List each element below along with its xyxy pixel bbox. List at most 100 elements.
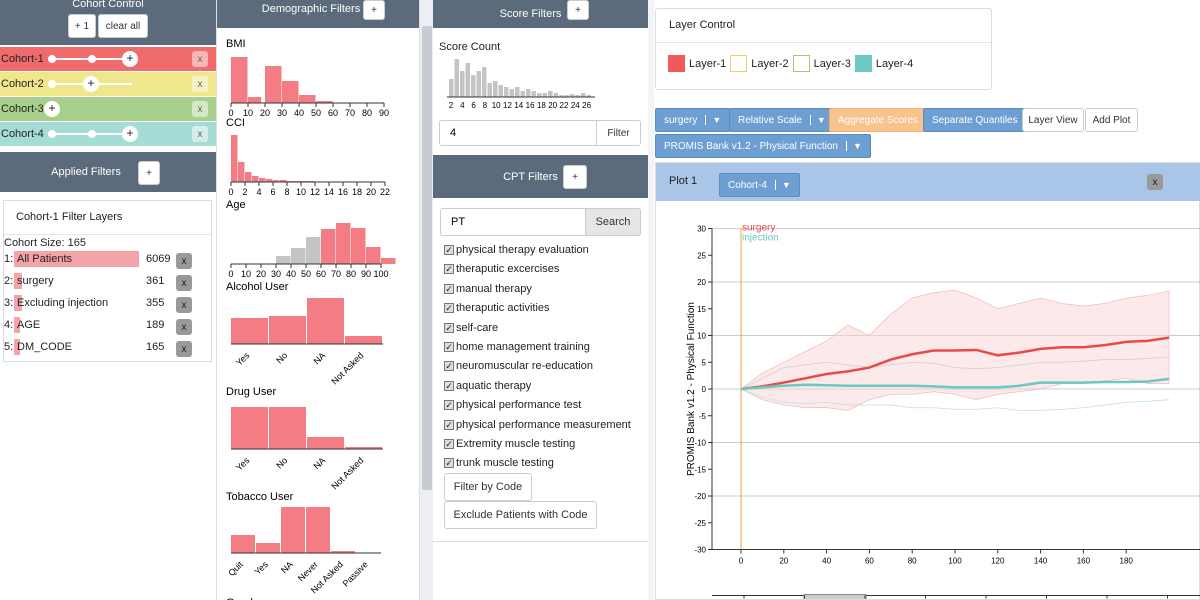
score-bar <box>553 93 558 97</box>
timeline-start-dot[interactable] <box>48 80 56 88</box>
timeline-start-dot[interactable] <box>48 55 56 63</box>
checkbox-checked-icon[interactable]: ✓ <box>444 361 454 372</box>
promis-label: PROMIS Bank v1.2 - Physical Function <box>664 140 838 152</box>
cpt-item[interactable]: ✓ physical therapy evaluation <box>444 244 589 256</box>
exclude-patients-button[interactable]: Exclude Patients with Code <box>444 501 597 529</box>
remove-layer-button[interactable]: x <box>176 275 192 291</box>
score-count-input[interactable] <box>439 120 597 146</box>
aggregate-scores-label: Aggregate Scores <box>838 114 919 126</box>
cpt-item[interactable]: ✓ trunk muscle testing <box>444 457 554 469</box>
cohort-row[interactable]: Cohort-1 + x <box>0 47 216 71</box>
score-tick-label: 12 <box>503 101 512 110</box>
checkbox-checked-icon[interactable]: ✓ <box>444 458 454 469</box>
layer-toggle[interactable]: Layer-3 <box>792 55 851 72</box>
add-cpt-button[interactable]: + <box>563 165 587 189</box>
score-count-chart[interactable]: 2 4 6 8 10 12 14 16 18 20 22 24 26 <box>445 55 615 115</box>
clear-all-button[interactable]: clear all <box>98 14 148 38</box>
cohort-dropdown[interactable]: Cohort-4 ▼ <box>719 173 800 197</box>
layer-swatch[interactable] <box>854 55 872 72</box>
remove-cohort-button[interactable]: x <box>192 76 208 92</box>
bmi-bar <box>299 95 316 103</box>
injection-lower-quantile <box>740 388 1170 411</box>
add-layer-icon[interactable]: + <box>83 76 99 92</box>
layer-toggle[interactable]: Layer-2 <box>730 55 789 72</box>
close-plot-button[interactable]: x <box>1147 174 1163 190</box>
layer-swatch[interactable] <box>668 55 685 72</box>
checkbox-checked-icon[interactable]: ✓ <box>444 400 454 411</box>
cpt-item[interactable]: ✓ theraputic excercises <box>444 263 559 275</box>
checkbox-checked-icon[interactable]: ✓ <box>444 322 454 333</box>
checkbox-checked-icon[interactable]: ✓ <box>444 264 454 275</box>
cpt-item[interactable]: ✓ theraputic activities <box>444 302 550 314</box>
tobacco-category-label: NA <box>279 559 295 575</box>
scroll-thumb[interactable] <box>422 26 432 490</box>
cpt-search-button[interactable]: Search <box>585 208 641 236</box>
cohort-row[interactable]: Cohort-2 + x <box>0 72 216 96</box>
separate-quantiles-button[interactable]: Separate Quantiles <box>923 108 1027 132</box>
remove-cohort-button[interactable]: x <box>192 101 208 117</box>
checkbox-checked-icon[interactable]: ✓ <box>444 342 454 352</box>
age-tick-label: 60 <box>316 269 326 279</box>
relative-scale-dropdown[interactable]: Relative Scale ▼ <box>729 108 835 132</box>
promis-dropdown[interactable]: PROMIS Bank v1.2 - Physical Function ▼ <box>655 134 871 158</box>
timeline-start-dot[interactable] <box>48 130 56 138</box>
remove-layer-button[interactable]: x <box>176 253 192 269</box>
layer-toggle[interactable]: Layer-1 <box>668 55 726 72</box>
add-plot-button[interactable]: Add Plot <box>1085 108 1138 132</box>
tobacco-category-label: Quit <box>226 559 245 578</box>
cohort-row[interactable]: Cohort-4 + x <box>0 122 216 146</box>
remove-cohort-button[interactable]: x <box>192 51 208 67</box>
layer-swatch[interactable] <box>792 55 810 72</box>
checkbox-checked-icon[interactable]: ✓ <box>444 245 454 255</box>
cpt-item[interactable]: ✓ aquatic therapy <box>444 380 531 392</box>
add-filter-button[interactable]: + <box>138 161 160 185</box>
remove-cohort-button[interactable]: x <box>192 126 208 142</box>
add-score-button[interactable]: + <box>567 0 589 20</box>
line-chart[interactable]: 30 25 20 15 10 5 0 -5 -10 -15 -20 -25 -30 0 20 40 60 80 10… <box>656 201 1200 599</box>
score-filter-button[interactable]: Filter <box>596 120 641 146</box>
checkbox-checked-icon[interactable]: ✓ <box>444 419 454 430</box>
remove-layer-button[interactable]: x <box>176 319 192 335</box>
add-demographic-button[interactable]: + <box>363 0 385 20</box>
filter-by-code-button[interactable]: Filter by Code <box>444 473 532 501</box>
remove-layer-button[interactable]: x <box>176 341 192 357</box>
cci-tick-label: 18 <box>352 187 362 197</box>
cpt-item[interactable]: ✓ home management training <box>444 341 590 353</box>
cpt-item[interactable]: ✓ Extremity muscle testing <box>444 438 575 450</box>
cohort-name: Cohort-1 <box>1 53 44 65</box>
cpt-item[interactable]: ✓ physical performance test <box>444 399 581 411</box>
score-tick-label: 16 <box>526 101 535 110</box>
score-header: Score Filters + <box>433 0 648 28</box>
add-layer-icon[interactable]: + <box>44 101 60 117</box>
alcohol-category-label: Not Asked <box>329 350 365 386</box>
cpt-item-label: self-care <box>456 321 499 334</box>
cpt-item[interactable]: ✓ neuromuscular re-education <box>444 360 593 372</box>
layer-swatch[interactable] <box>730 55 748 72</box>
cpt-item[interactable]: ✓ manual therapy <box>444 283 532 295</box>
cpt-item[interactable]: ✓ physical performance measurement <box>444 419 631 431</box>
add-layer-icon[interactable]: + <box>122 51 138 67</box>
cpt-search-input[interactable] <box>440 208 586 236</box>
cpt-item[interactable]: ✓ self-care <box>444 322 498 334</box>
tobacco-category-label: Passive <box>341 559 370 588</box>
remove-layer-button[interactable]: x <box>176 297 192 313</box>
aggregate-scores-button[interactable]: Aggregate Scores <box>829 108 928 132</box>
x-tick-label: 40 <box>822 557 831 566</box>
layer-view-button[interactable]: Layer View <box>1022 108 1084 132</box>
layer-bar <box>14 339 20 355</box>
checkbox-checked-icon[interactable]: ✓ <box>444 303 454 314</box>
add-cohort-button[interactable]: + 1 <box>68 14 96 38</box>
demographic-scrollbar[interactable] <box>419 0 433 600</box>
cohort-name: Cohort-4 <box>1 128 44 140</box>
timeline-mid-dot[interactable] <box>88 55 96 63</box>
checkbox-checked-icon[interactable]: ✓ <box>444 283 454 294</box>
checkbox-checked-icon[interactable]: ✓ <box>444 439 454 449</box>
cohort-row[interactable]: Cohort-3 + x <box>0 97 216 121</box>
surgery-dropdown[interactable]: surgery ▼ <box>655 108 731 132</box>
tobacco-bar <box>256 543 280 553</box>
layer-toggle[interactable]: Layer-4 <box>854 55 913 72</box>
timeline-mid-dot[interactable] <box>88 130 96 138</box>
checkbox-checked-icon[interactable]: ✓ <box>444 380 454 391</box>
add-layer-icon[interactable]: + <box>122 126 138 142</box>
